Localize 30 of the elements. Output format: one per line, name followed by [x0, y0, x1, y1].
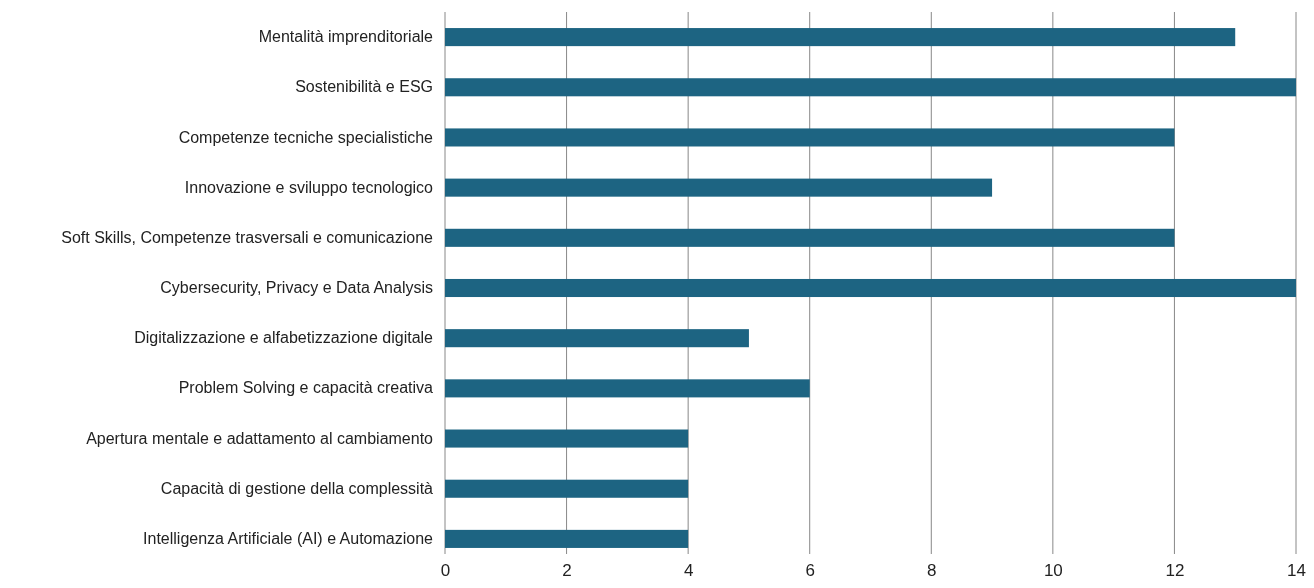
x-tick-label: 0: [440, 561, 451, 581]
bar: [445, 28, 1236, 47]
bar: [445, 329, 749, 348]
y-tick-label: Problem Solving e capacità creativa: [178, 379, 434, 397]
x-tick-label: 12: [1165, 561, 1185, 581]
y-tick-label: Cybersecurity, Privacy e Data Analysis: [160, 279, 433, 297]
y-tick-label: Intelligenza Artificiale (AI) e Automazione: [143, 530, 434, 548]
x-tick-label: 10: [1043, 561, 1063, 581]
y-tick-label: Soft Skills, Competenze trasversali e comunicazione: [61, 228, 434, 246]
x-tick-label: 14: [1287, 561, 1306, 581]
y-tick-label: Mentalità imprenditoriale: [258, 28, 434, 46]
y-tick-label: Competenze tecniche specialistiche: [178, 128, 434, 146]
y-tick-label: Digitalizzazione e alfabetizzazione digitale: [134, 329, 434, 347]
x-tick-label: 2: [562, 561, 572, 581]
bar: [445, 178, 993, 197]
y-tick-label: Innovazione e sviluppo tecnologico: [184, 178, 434, 196]
y-tick-label: Apertura mentale e adattamento al cambiamento: [86, 429, 434, 447]
y-tick-label: Sostenibilità e ESG: [295, 78, 433, 96]
bar: [445, 78, 1296, 97]
bar: [445, 529, 689, 548]
bar: [445, 278, 1296, 298]
bar: [445, 228, 1175, 247]
x-tick-label: 4: [683, 561, 694, 581]
bar: [445, 479, 689, 498]
bar: [445, 128, 1175, 147]
x-tick-label: 6: [805, 561, 815, 581]
bar: [445, 379, 810, 398]
y-tick-label: Capacità di gestione della complessità: [160, 479, 434, 497]
x-tick-label: 8: [927, 561, 937, 581]
bar: [445, 429, 689, 448]
